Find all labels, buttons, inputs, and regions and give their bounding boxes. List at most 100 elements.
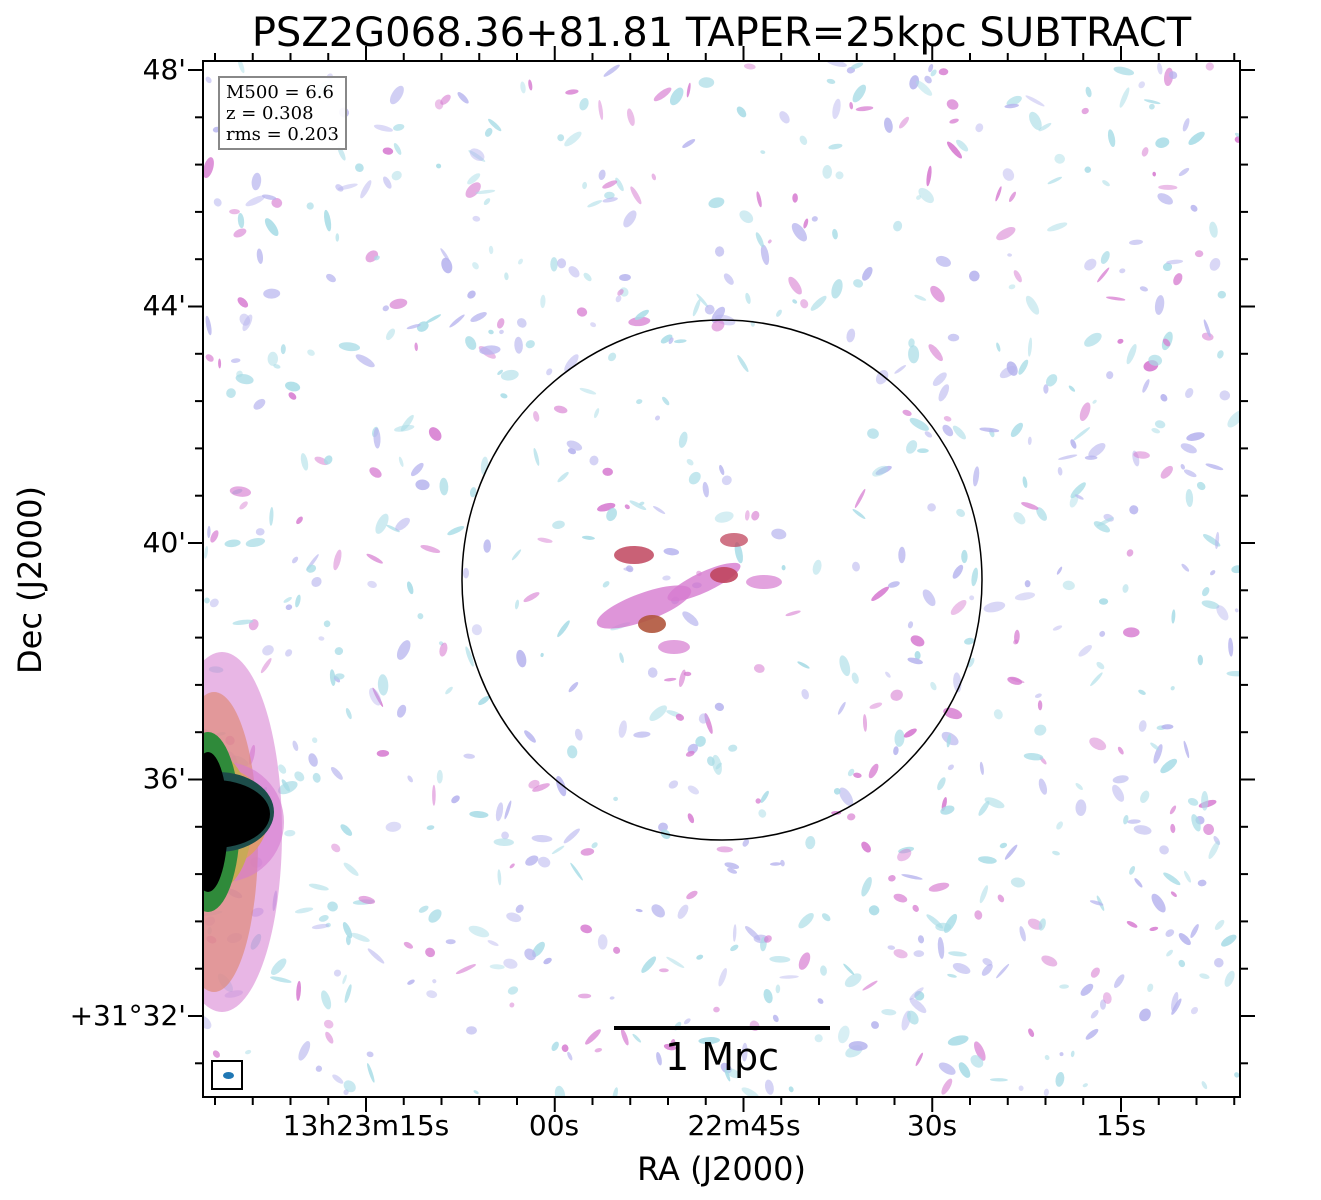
noise-blob	[1152, 171, 1157, 177]
noise-blob	[278, 780, 298, 795]
noise-blob	[550, 257, 558, 272]
noise-blob	[263, 288, 281, 299]
noise-blob	[714, 511, 734, 523]
noise-blob	[1009, 677, 1025, 684]
noise-blob	[345, 708, 352, 720]
noise-blob	[1157, 62, 1163, 75]
noise-blob	[407, 979, 415, 985]
noise-blob	[523, 592, 540, 603]
noise-blob	[743, 63, 756, 70]
noise-blob	[602, 180, 618, 189]
noise-blob	[850, 62, 864, 70]
noise-blob	[1153, 744, 1163, 764]
noise-blob	[292, 556, 299, 564]
noise-blob	[632, 1033, 642, 1043]
noise-blob	[391, 170, 402, 181]
noise-blob	[792, 299, 798, 304]
noise-blob	[1038, 122, 1052, 132]
noise-blob	[484, 127, 493, 137]
noise-blob	[1123, 814, 1129, 825]
noise-blob	[1139, 1008, 1151, 1022]
noise-blob	[581, 535, 595, 540]
noise-blob	[1084, 332, 1102, 347]
noise-blob	[658, 822, 668, 832]
noise-blob	[226, 388, 236, 398]
noise-blob	[907, 657, 923, 665]
noise-blob	[1112, 784, 1125, 802]
noise-blob	[756, 191, 762, 208]
noise-blob	[639, 501, 645, 506]
noise-blob	[1214, 957, 1224, 968]
noise-blob	[947, 973, 957, 978]
noise-blob	[1013, 512, 1026, 525]
noise-blob	[633, 731, 651, 738]
noise-blob	[838, 1025, 850, 1044]
r500-circle	[461, 319, 983, 841]
noise-blob	[924, 431, 933, 438]
noise-blob	[229, 486, 252, 497]
noise-blob	[1106, 371, 1114, 380]
noise-blob	[666, 956, 685, 969]
noise-blob	[613, 796, 618, 802]
noise-blob	[1216, 605, 1229, 621]
noise-blob	[300, 453, 309, 471]
noise-blob	[432, 979, 437, 984]
noise-blob	[1190, 924, 1199, 938]
noise-blob	[406, 581, 414, 595]
noise-blob	[525, 855, 539, 866]
noise-blob	[516, 649, 527, 668]
noise-blob	[603, 64, 620, 77]
noise-blob	[335, 184, 344, 192]
noise-blob	[1027, 337, 1033, 357]
noise-blob	[1081, 107, 1089, 115]
noise-blob	[862, 980, 878, 991]
noise-blob	[881, 1009, 897, 1016]
noise-blob	[760, 790, 769, 803]
noise-blob	[445, 686, 453, 695]
noise-blob	[205, 315, 212, 336]
noise-blob	[294, 907, 314, 914]
noise-blob	[653, 506, 666, 514]
noise-blob	[564, 354, 579, 372]
image-panel[interactable]: M500 = 6.6 z = 0.308 rms = 0.203 1 Mpc	[202, 60, 1241, 1098]
noise-blob	[1219, 390, 1231, 401]
noise-blob	[763, 988, 773, 1004]
noise-blob	[369, 687, 382, 706]
noise-blob	[367, 948, 385, 964]
noise-blob	[260, 658, 272, 674]
noise-blob	[609, 996, 615, 1000]
noise-blob	[598, 169, 606, 181]
noise-blob	[1166, 949, 1174, 957]
noise-blob	[373, 124, 393, 132]
noise-blob	[996, 226, 1016, 241]
noise-blob	[952, 425, 966, 440]
noise-blob	[908, 338, 915, 348]
noise-blob	[213, 198, 222, 207]
noise-blob	[999, 842, 1008, 849]
noise-blob	[914, 294, 927, 301]
noise-blob	[728, 744, 738, 752]
noise-blob	[500, 393, 508, 399]
noise-blob	[606, 507, 617, 522]
noise-blob	[675, 713, 685, 721]
noise-blob	[981, 963, 993, 976]
noise-blob	[251, 172, 262, 191]
noise-blob	[663, 548, 680, 556]
noise-blob	[930, 681, 937, 691]
noise-blob	[1002, 168, 1015, 181]
noise-blob	[1013, 639, 1019, 645]
noise-blob	[982, 958, 993, 966]
noise-blob	[1084, 166, 1092, 173]
noise-blob	[696, 954, 704, 960]
noise-blob	[567, 1051, 573, 1061]
noise-blob	[1038, 918, 1046, 931]
noise-blob	[269, 507, 274, 526]
noise-blob	[814, 1034, 823, 1043]
noise-blob	[727, 868, 738, 874]
noise-blob	[479, 345, 501, 355]
noise-blob	[948, 951, 967, 957]
noise-blob	[1171, 998, 1182, 1015]
noise-blob	[386, 524, 400, 533]
noise-blob	[590, 322, 597, 328]
noise-blob	[528, 79, 533, 91]
